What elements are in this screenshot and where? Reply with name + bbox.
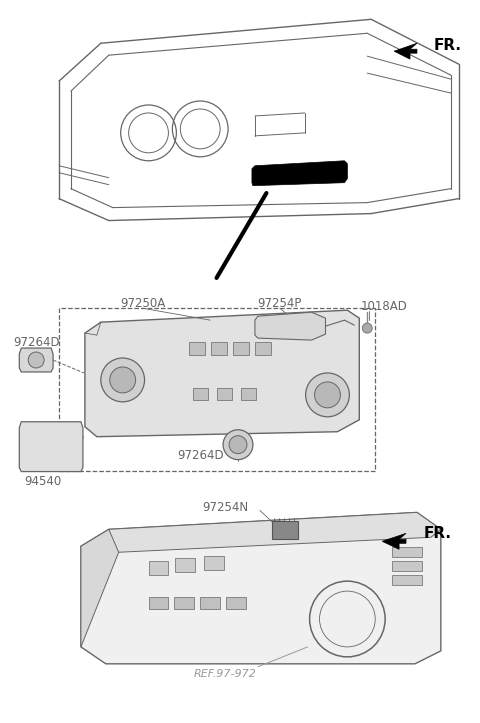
Polygon shape — [252, 161, 348, 186]
Circle shape — [229, 436, 247, 453]
Bar — [148, 561, 168, 576]
Text: 97264D: 97264D — [13, 335, 60, 348]
Text: 94540: 94540 — [24, 475, 62, 488]
Bar — [392, 561, 422, 571]
Circle shape — [110, 367, 136, 393]
Bar — [175, 558, 195, 572]
Text: 1018AD: 1018AD — [361, 300, 408, 313]
Bar — [217, 388, 232, 400]
Bar — [200, 597, 220, 609]
Bar — [189, 342, 205, 355]
Circle shape — [223, 429, 253, 460]
Bar — [174, 597, 194, 609]
Polygon shape — [85, 310, 360, 437]
Bar — [204, 556, 224, 570]
Bar — [392, 576, 422, 585]
Bar — [233, 342, 249, 355]
Bar — [226, 597, 246, 609]
Polygon shape — [19, 348, 53, 372]
Text: 97254P: 97254P — [258, 296, 302, 309]
Bar — [272, 521, 298, 539]
Polygon shape — [81, 513, 441, 552]
Polygon shape — [19, 422, 83, 471]
Bar — [241, 388, 256, 400]
Polygon shape — [81, 529, 119, 647]
Circle shape — [314, 382, 340, 408]
Polygon shape — [81, 513, 441, 664]
Text: FR.: FR. — [424, 526, 452, 541]
Circle shape — [101, 358, 144, 402]
Bar — [59, 308, 375, 471]
Text: REF.97-972: REF.97-972 — [193, 669, 256, 679]
Text: 97264D: 97264D — [177, 449, 224, 462]
Bar — [211, 342, 227, 355]
Circle shape — [362, 323, 372, 333]
Text: 97254N: 97254N — [202, 501, 248, 514]
Polygon shape — [382, 534, 406, 549]
Circle shape — [306, 373, 349, 416]
Polygon shape — [255, 312, 325, 340]
Polygon shape — [394, 43, 417, 59]
Bar — [193, 388, 208, 400]
Bar — [255, 342, 271, 355]
Bar — [392, 547, 422, 557]
Circle shape — [28, 352, 44, 368]
Text: 97250A: 97250A — [120, 296, 165, 309]
Bar — [148, 597, 168, 609]
Text: FR.: FR. — [434, 38, 462, 53]
